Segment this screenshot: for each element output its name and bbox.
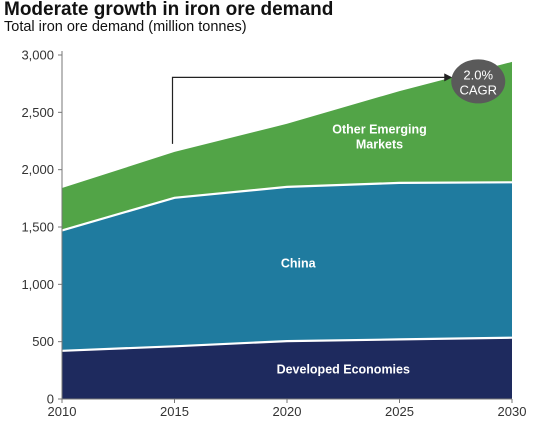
y-tick-label: 3,000 [21, 48, 54, 63]
area-china [62, 182, 512, 351]
y-tick-label: 2,000 [21, 162, 54, 177]
separator-line-developed-economies [61, 336, 513, 352]
x-tick-label: 2030 [498, 404, 527, 419]
y-tick-label: 2,500 [21, 105, 54, 120]
y-tick-label: 1,500 [21, 220, 54, 235]
cagr-label: CAGR [459, 82, 497, 97]
area-other-emerging-markets [62, 61, 512, 231]
cagr-arrow-line [171, 76, 447, 144]
x-tick-label: 2010 [48, 404, 77, 419]
area-label-developed-economies: Developed Economies [277, 363, 410, 377]
cagr-bubble [451, 59, 506, 104]
chart-title: Moderate growth in iron ore demand [4, 0, 334, 20]
area-label-other-emerging-markets: Other Emerging [332, 122, 426, 136]
x-tick-label: 2020 [273, 404, 302, 419]
separator-line-china [61, 181, 513, 232]
area-label-other-emerging-markets: Markets [356, 137, 403, 151]
x-tick-label: 2015 [160, 404, 189, 419]
area-label-china: China [281, 257, 317, 271]
x-tick-label: 2025 [385, 404, 414, 419]
cagr-arrow-head [444, 73, 453, 82]
cagr-label: 2.0% [463, 67, 493, 82]
chart-subtitle: Total iron ore demand (million tonnes) [4, 19, 247, 35]
y-tick-label: 1,000 [21, 277, 54, 292]
y-tick-label: 500 [32, 334, 54, 349]
y-tick-label: 0 [47, 392, 54, 407]
area-developed-economies [62, 337, 512, 399]
